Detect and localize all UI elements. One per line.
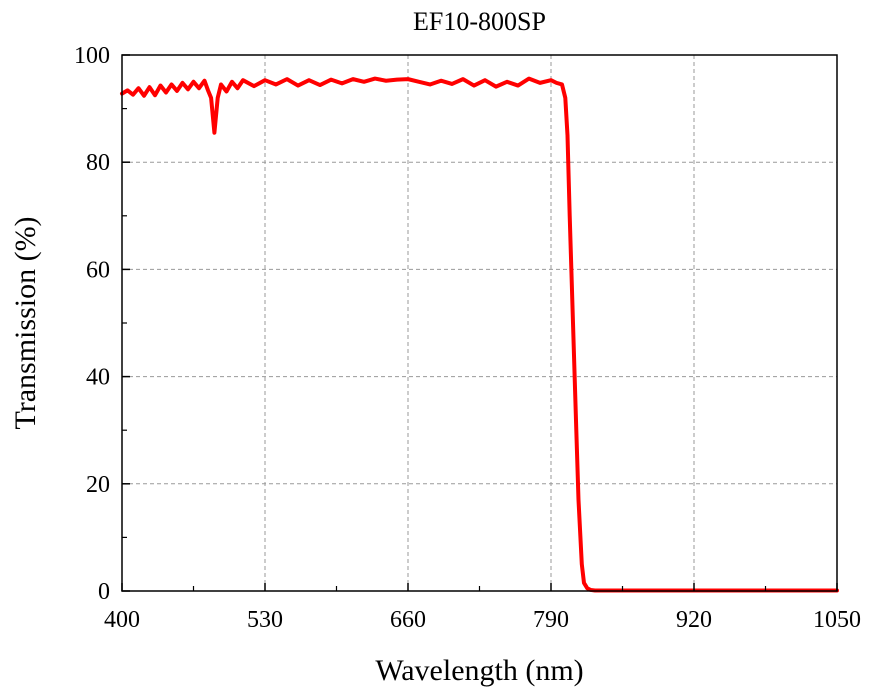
y-tick-label: 80 <box>86 150 110 176</box>
series-layer <box>120 76 839 593</box>
x-tick-label: 660 <box>390 607 426 633</box>
x-tick-label: 920 <box>676 607 712 633</box>
y-tick-label: 0 <box>98 579 110 605</box>
y-tick-label: 100 <box>74 43 110 69</box>
y-tick-label: 60 <box>86 257 110 283</box>
label-layer: 400 530 660 790 920 1050 0 20 40 60 80 100 <box>74 43 861 633</box>
y-axis-title: Transmission (%) <box>9 216 42 429</box>
transmission-line <box>120 76 839 593</box>
grid-layer <box>122 55 837 591</box>
chart-title: EF10-800SP <box>413 7 546 36</box>
y-tick-label: 20 <box>86 472 110 498</box>
y-tick-label: 40 <box>86 365 110 391</box>
tick-layer <box>121 54 838 592</box>
plot-frame <box>121 54 838 592</box>
x-tick-label: 400 <box>104 607 140 633</box>
x-axis-title: Wavelength (nm) <box>375 654 583 687</box>
x-tick-label: 530 <box>247 607 283 633</box>
x-tick-label: 1050 <box>813 607 861 633</box>
x-tick-label: 790 <box>533 607 569 633</box>
